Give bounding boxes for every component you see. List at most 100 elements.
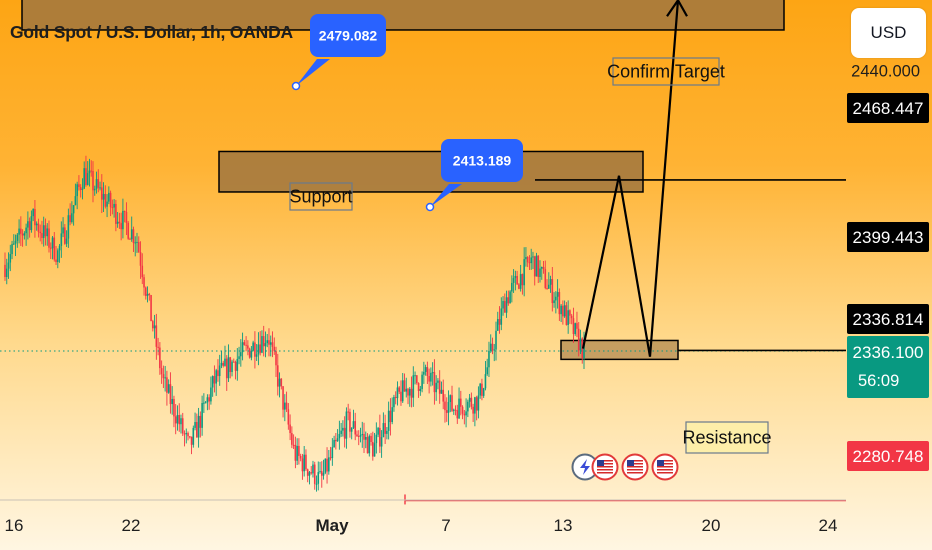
candle-body — [416, 375, 418, 384]
us-flag-event-icon[interactable] — [591, 453, 619, 481]
candle-body — [540, 266, 543, 269]
candle-body — [252, 342, 254, 351]
candle-body — [380, 437, 383, 447]
candle-body — [493, 349, 496, 351]
candle-body — [394, 396, 397, 399]
callout-2479[interactable]: 2479.082 — [291, 14, 387, 91]
candle-body — [412, 375, 415, 398]
candle-body — [76, 184, 78, 197]
candle-body — [262, 336, 265, 347]
candle-body — [505, 297, 508, 313]
candle-body — [403, 380, 406, 392]
candle-body — [115, 203, 117, 224]
candle-body — [97, 179, 100, 188]
candle-body — [556, 292, 559, 297]
candle-body — [437, 380, 439, 383]
label-confirm-target[interactable]: Confirm Target — [607, 57, 725, 86]
price-tag-text: 2336.100 — [853, 343, 924, 362]
callout-2413[interactable]: 2413.189 — [425, 139, 524, 212]
candle-body — [218, 365, 221, 377]
candle-body — [271, 342, 274, 347]
candle-body — [310, 472, 313, 474]
currency-button[interactable]: USD — [851, 8, 926, 58]
candle-body — [336, 438, 339, 442]
candle-body — [18, 228, 20, 235]
candle-body — [229, 357, 232, 373]
candle-body — [577, 328, 580, 351]
candle-body — [194, 422, 196, 428]
candle-body — [276, 365, 279, 387]
candle-body — [211, 376, 214, 388]
candle-body — [225, 358, 228, 379]
candle-body — [152, 321, 154, 329]
candle-body — [104, 193, 107, 207]
candle-body — [460, 398, 462, 407]
candle-body — [14, 240, 17, 244]
candle-body — [449, 395, 452, 402]
candle-body — [234, 361, 237, 371]
candle-body — [298, 445, 300, 456]
candle-body — [248, 348, 251, 358]
candle-body — [423, 371, 425, 375]
candle-body — [64, 227, 66, 244]
candle-body — [377, 427, 379, 435]
candle-body — [130, 229, 133, 240]
candle-body — [67, 215, 70, 239]
projection-path[interactable] — [581, 0, 680, 357]
us-flag-event-icon[interactable] — [621, 453, 649, 481]
candle-body — [292, 444, 295, 446]
candle-body — [51, 237, 54, 249]
candle-body — [141, 265, 144, 278]
price-tag-text: 2336.814 — [853, 310, 924, 329]
candle-body — [539, 268, 541, 277]
candle-body — [74, 196, 77, 206]
candle-body — [340, 430, 342, 434]
x-tick-label: 20 — [702, 516, 721, 535]
candle-body — [132, 229, 135, 243]
candle-body — [199, 415, 202, 428]
label-resistance[interactable]: Resistance — [682, 421, 772, 454]
candle-body — [69, 215, 71, 223]
candle-body — [245, 344, 247, 346]
candle-body — [393, 396, 395, 408]
price-tag-text: 2399.443 — [853, 228, 924, 247]
candle-body — [579, 338, 582, 351]
candle-body — [482, 388, 485, 396]
candle-body — [278, 378, 281, 387]
candle-body — [528, 262, 531, 264]
candle-body — [208, 397, 210, 402]
candle-body — [180, 418, 182, 425]
candle-body — [387, 410, 390, 431]
candle-body — [435, 382, 437, 393]
candle-body — [363, 433, 365, 440]
candle-body — [335, 439, 337, 442]
candle-body — [127, 222, 129, 239]
candle-body — [489, 343, 492, 351]
us-flag-event-icon[interactable] — [651, 453, 679, 481]
candle-body — [296, 445, 298, 461]
zone-support[interactable] — [218, 150, 644, 193]
candle-body — [55, 259, 57, 263]
candle-body — [305, 454, 307, 470]
candle-body — [268, 340, 270, 345]
candle-body — [92, 170, 94, 191]
y-tick-label: 2440.000 — [851, 62, 920, 80]
candle-body — [9, 254, 12, 263]
candle-body — [34, 208, 36, 226]
candle-body — [444, 401, 446, 411]
candle-body — [137, 241, 140, 253]
candle-body — [162, 374, 165, 379]
candle-body — [240, 352, 242, 357]
candle-body — [176, 415, 179, 424]
projection-arrowhead — [666, 0, 688, 17]
candle-body — [108, 192, 110, 202]
candle-body — [514, 275, 517, 279]
candle-body — [384, 423, 386, 434]
candle-body — [389, 410, 392, 423]
zone-confirm-target[interactable] — [21, 0, 785, 31]
label-support[interactable]: Support — [289, 182, 353, 211]
price-tag-2280-748: 2280.748 — [847, 441, 929, 471]
candle-body — [315, 483, 318, 485]
candle-body — [88, 170, 91, 174]
candle-body — [356, 434, 358, 437]
